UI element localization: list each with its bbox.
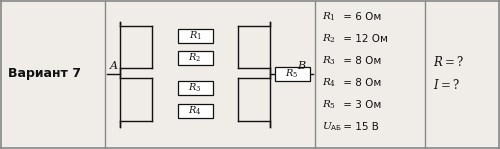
Text: $R_2$: $R_2$ [188,52,202,64]
Text: = 8 Ом: = 8 Ом [340,78,382,88]
Text: $A$: $A$ [109,59,120,71]
Text: = 12 Ом: = 12 Ом [340,34,388,44]
Bar [274,67,310,81]
Text: $R_3$: $R_3$ [188,82,202,94]
Text: $R_1$: $R_1$ [188,30,202,42]
Text: $I = ?$: $I = ?$ [433,78,460,92]
Bar [178,81,212,95]
Text: $R_5$: $R_5$ [322,99,336,111]
Text: $R_2$: $R_2$ [322,33,336,45]
Text: = 3 Ом: = 3 Ом [340,100,382,110]
Text: $R_1$: $R_1$ [322,11,336,23]
Text: $U_{\mathsf{АБ}}$: $U_{\mathsf{АБ}}$ [322,121,342,133]
Bar [178,104,212,118]
Text: $B$: $B$ [297,59,307,71]
Text: = 8 Ом: = 8 Ом [340,56,382,66]
Text: = 15 В: = 15 В [340,122,379,132]
Text: $R_3$: $R_3$ [322,55,336,67]
Text: $R_4$: $R_4$ [188,105,202,117]
Text: = 6 Ом: = 6 Ом [340,12,382,22]
Text: $R_5$: $R_5$ [286,68,298,80]
Text: Вариант 7: Вариант 7 [8,67,81,80]
Bar [178,29,212,43]
Bar [178,51,212,65]
Text: $R = ?$: $R = ?$ [433,55,464,69]
Text: $R_4$: $R_4$ [322,77,336,89]
